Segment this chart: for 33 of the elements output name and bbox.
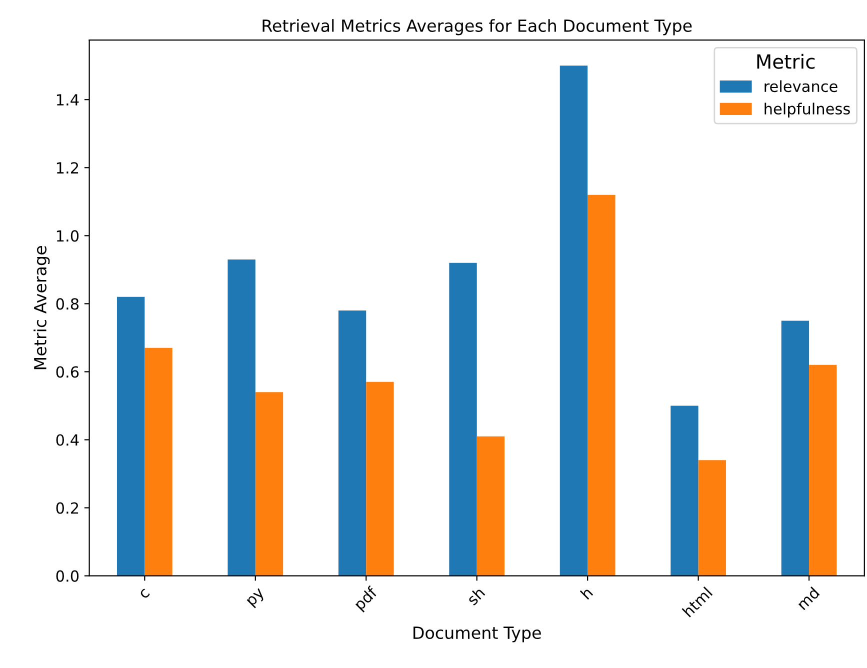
x-tick-label: md <box>796 586 820 610</box>
bar <box>338 310 366 576</box>
x-tick-label: py <box>246 588 267 608</box>
y-tick-label: 0.2 <box>56 502 78 514</box>
y-tick-label: 0.0 <box>56 570 79 582</box>
legend-label: relevance <box>764 80 838 92</box>
bar <box>588 194 616 576</box>
bar <box>255 392 284 576</box>
x-tick-label: sh <box>466 586 486 606</box>
y-tick-label: 0.8 <box>56 298 79 310</box>
bar <box>449 262 477 576</box>
x-axis-title: Document Type <box>414 626 541 642</box>
bar <box>228 259 256 576</box>
bar <box>670 406 698 576</box>
x-tick-label: h <box>580 586 594 600</box>
bar <box>698 460 726 576</box>
bar <box>809 364 837 576</box>
x-tick-label: c <box>139 588 150 600</box>
bar <box>144 348 172 576</box>
bar <box>116 296 145 576</box>
y-tick-label: 1.0 <box>56 230 79 242</box>
bar <box>366 382 394 576</box>
y-tick-label: 1.4 <box>56 94 79 106</box>
y-axis-title: Metric Average <box>34 246 50 370</box>
chart-title: Retrieval Metrics Averages for Each Document Type <box>262 19 692 36</box>
bar <box>560 66 588 576</box>
y-tick-label: 0.6 <box>56 366 79 378</box>
legend-title: Metric <box>757 54 815 69</box>
y-tick-label: 0.4 <box>56 434 79 446</box>
bar <box>476 436 505 576</box>
legend-label: helpfulness <box>764 102 850 118</box>
bar <box>781 320 810 576</box>
y-tick-label: 1.2 <box>56 162 78 174</box>
